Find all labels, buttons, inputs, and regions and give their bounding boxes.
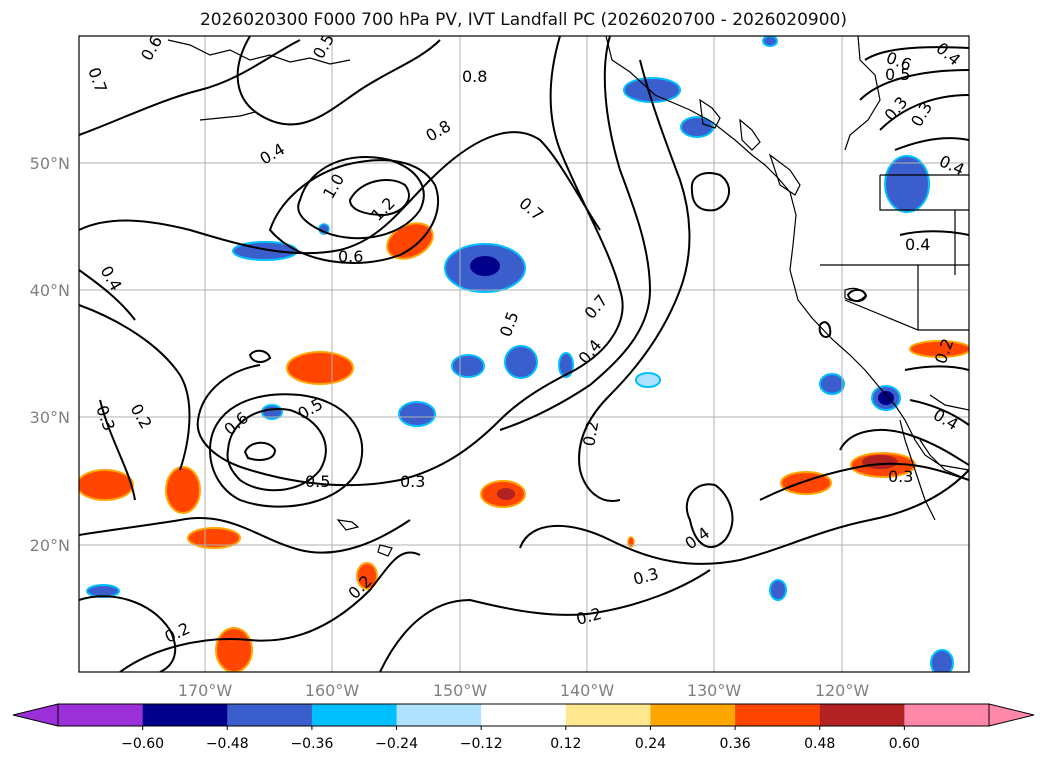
shade-blue-patch bbox=[762, 36, 778, 47]
colorbar-cell bbox=[650, 704, 736, 726]
map-title: 2026020300 F000 700 hPa PV, IVT Landfall… bbox=[199, 10, 847, 30]
shade-blue-core bbox=[470, 256, 500, 276]
colorbar-tick-label: 0.12 bbox=[550, 736, 581, 752]
lat-label: 40°N bbox=[30, 281, 70, 300]
colorbar-cell bbox=[227, 704, 313, 726]
shade-orange-patch bbox=[165, 466, 201, 514]
colorbar-over-arrow bbox=[988, 703, 1035, 727]
contour-label: 0.5 bbox=[305, 472, 330, 491]
lon-label: 160°W bbox=[305, 681, 360, 700]
colorbar-tick-label: −0.60 bbox=[121, 736, 164, 752]
colorbar-tick-label: −0.24 bbox=[375, 736, 418, 752]
shade-red-core bbox=[497, 488, 515, 500]
shade-orange-patch bbox=[909, 340, 969, 358]
colorbar-under-arrow bbox=[12, 703, 59, 727]
lat-label: 30°N bbox=[30, 408, 70, 427]
shade-blue-core bbox=[878, 391, 894, 405]
shade-blue-patch bbox=[558, 352, 574, 378]
colorbar-cell bbox=[311, 704, 398, 726]
colorbar-frame bbox=[57, 703, 990, 727]
lat-axis-labels: 50°N 40°N 30°N 20°N bbox=[30, 154, 70, 555]
shade-orange-patch bbox=[286, 351, 354, 385]
lon-label: 120°W bbox=[815, 681, 870, 700]
lon-label: 170°W bbox=[178, 681, 233, 700]
colorbar-cell bbox=[904, 704, 990, 726]
graticule bbox=[79, 36, 969, 672]
lon-label: 150°W bbox=[433, 681, 488, 700]
contour-label: 0.8 bbox=[462, 67, 487, 86]
lon-label: 140°W bbox=[560, 681, 615, 700]
shade-blue-patch bbox=[769, 579, 787, 601]
colorbar-cell bbox=[565, 704, 651, 726]
shade-blue-patch bbox=[930, 649, 954, 672]
colorbar-cell bbox=[819, 704, 905, 726]
colorbar-tick-label: −0.36 bbox=[290, 736, 333, 752]
colorbar-cell bbox=[58, 704, 144, 726]
lon-label: 130°W bbox=[687, 681, 742, 700]
colorbar-cell bbox=[396, 704, 482, 726]
pv-contours bbox=[79, 36, 969, 672]
contour-label: 0.2 bbox=[579, 419, 602, 447]
shade-blue-patch bbox=[398, 401, 436, 427]
colorbar-tick-label: 0.36 bbox=[720, 736, 751, 752]
shade-blue-patch bbox=[504, 345, 538, 379]
colorbar-cell bbox=[142, 704, 228, 726]
colorbar-tick-label: 0.48 bbox=[804, 736, 835, 752]
colorbar-cell bbox=[735, 704, 821, 726]
shade-blue-patch bbox=[884, 155, 930, 213]
shade-orange-patch bbox=[187, 527, 241, 549]
lat-label: 50°N bbox=[30, 154, 70, 173]
colorbar-tick-label: −0.48 bbox=[206, 736, 249, 752]
colorbar-tick-label: 0.60 bbox=[889, 736, 920, 752]
lat-label: 20°N bbox=[30, 536, 70, 555]
contour-label: 0.4 bbox=[905, 235, 930, 254]
shade-orange-patch bbox=[215, 627, 253, 672]
shade-blue-patch bbox=[451, 354, 485, 378]
contour-label: 0.3 bbox=[888, 467, 913, 486]
colorbar: −0.60 −0.48 −0.36 −0.24 −0.12 0.12 0.24 0.36 0.4… bbox=[12, 703, 1035, 752]
colorbar-cell bbox=[481, 704, 567, 726]
contour-label: 0.3 bbox=[400, 472, 425, 491]
lon-axis-labels: 170°W 160°W 150°W 140°W 130°W 120°W bbox=[178, 681, 870, 700]
colorbar-tick-label: 0.24 bbox=[635, 736, 666, 752]
shade-orange-patch bbox=[79, 469, 134, 501]
contour-label: 0.5 bbox=[885, 65, 910, 84]
contour-label: 0.6 bbox=[338, 247, 363, 266]
shade-blue-patch bbox=[819, 373, 845, 395]
shade-orange-patch bbox=[356, 562, 378, 590]
shade-blue-patch bbox=[635, 372, 661, 388]
colorbar-tick-label: −0.12 bbox=[460, 736, 503, 752]
plot-frame bbox=[78, 35, 970, 673]
